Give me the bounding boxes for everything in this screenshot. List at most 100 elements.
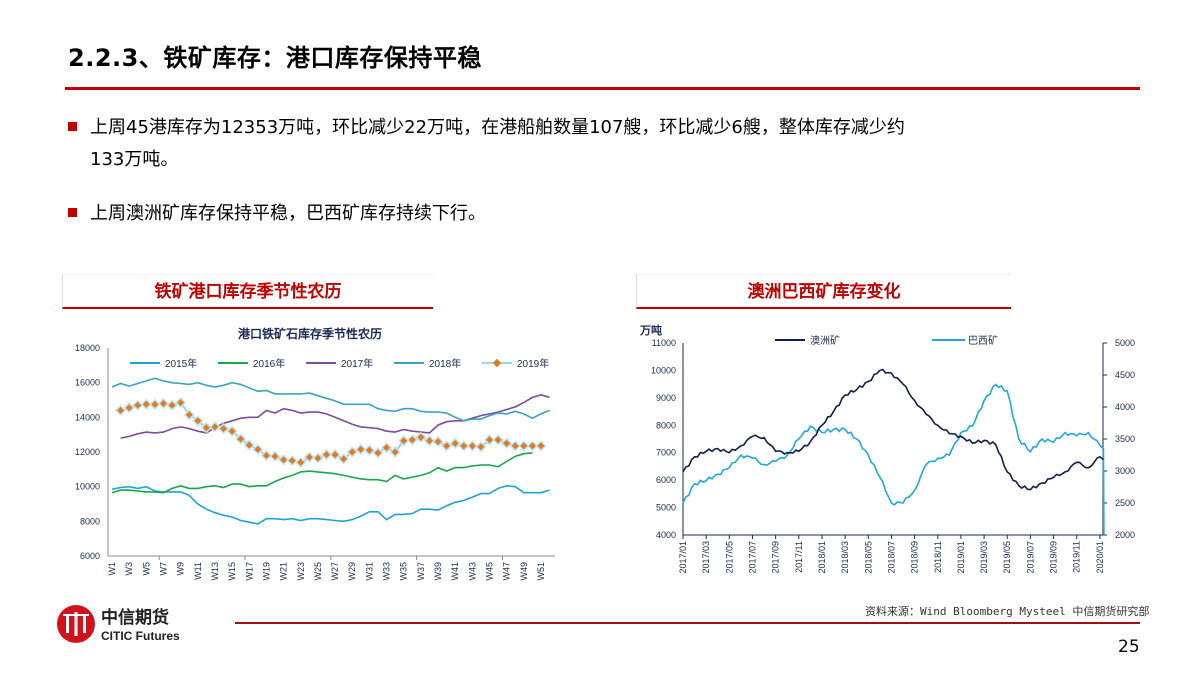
right-y-tick-label: 3000: [1115, 466, 1135, 476]
series-marker-2019: [492, 434, 504, 446]
series-line-2018年: [111, 377, 550, 422]
svg-text:CITIC Futures: CITIC Futures: [101, 629, 180, 643]
y-tick-label: 10000: [75, 482, 100, 492]
seasonal-inventory-chart: 港口铁矿石库存季节性农历 6000 8000 10000 12000 14000 1600…: [75, 326, 555, 581]
x-tick-label: 2019/07: [1025, 541, 1035, 574]
source-note: 资料来源：Wind Bloomberg Mysteel 中信期货研究部: [865, 605, 1150, 618]
bullet-2: 上周澳洲矿库存保持平稳，巴西矿库存持续下行。: [68, 198, 1148, 230]
series-marker-2019: [286, 455, 298, 467]
x-tick-label: W39: [433, 562, 443, 581]
legend-label-brazil: 巴西矿: [968, 334, 998, 347]
series-marker-2019: [466, 440, 478, 452]
x-tick-label: W23: [296, 562, 306, 581]
right-y-tick-label: 4000: [1115, 402, 1135, 412]
x-tick-label: W47: [502, 562, 512, 581]
series-marker-2019: [149, 398, 161, 410]
x-tick-label: W5: [141, 562, 151, 576]
x-tick-label: W33: [382, 562, 392, 581]
series-marker-2019: [140, 398, 152, 410]
x-tick-label: W29: [347, 562, 357, 581]
bullet-square-icon: [68, 207, 77, 217]
x-tick-label: W49: [519, 562, 529, 581]
aus-brazil-inventory-chart: 万吨 4000 5000 6000 7000 8000 9000 10000 11000 200…: [639, 323, 1135, 574]
series-marker-2019: [132, 399, 144, 411]
series-marker-2019: [535, 440, 547, 452]
series-marker-2019: [338, 453, 350, 465]
left-y-tick-label: 8000: [656, 420, 676, 430]
left-panel-title: 铁矿港口库存季节性农历: [62, 274, 433, 309]
bullet-1-continuation: 133万吨。: [90, 149, 179, 170]
x-tick-label: 2018/03: [840, 541, 850, 574]
series-marker-2019: [372, 447, 384, 459]
series-marker-2019: [441, 440, 453, 452]
series-marker-2019: [192, 415, 204, 427]
legend-label: 2016年: [253, 357, 285, 370]
x-tick-label: W17: [244, 562, 254, 581]
series-marker-2019: [278, 454, 290, 466]
legend-label-australia: 澳洲矿: [810, 334, 840, 347]
series-marker-2019: [380, 442, 393, 454]
right-y-tick-label: 3500: [1115, 434, 1135, 444]
series-marker-2019: [114, 404, 127, 416]
series-marker-2019: [526, 440, 539, 452]
series-marker-2019: [406, 434, 418, 446]
x-tick-label: W37: [416, 562, 426, 581]
right-panel-title: 澳洲巴西矿库存变化: [636, 274, 1011, 309]
series-marker-2019: [157, 397, 170, 410]
legend-marker: [492, 358, 502, 368]
svg-text:中信期货: 中信期货: [101, 607, 169, 627]
x-tick-label: 2017/09: [771, 541, 781, 574]
left-y-tick-label: 10000: [651, 365, 676, 375]
x-tick-label: 2017/05: [724, 541, 734, 574]
series-marker-2019: [363, 444, 375, 456]
series-marker-2019: [312, 452, 324, 464]
series-marker-2019: [175, 397, 187, 409]
left-y-tick-label: 7000: [656, 448, 676, 458]
title-divider: [65, 87, 1140, 90]
series-marker-2019: [509, 440, 521, 452]
x-tick-label: W13: [210, 562, 220, 581]
page-number: 25: [1118, 637, 1140, 657]
series-marker-2019: [458, 440, 470, 452]
series-marker-2019: [423, 435, 436, 447]
bullet-2-text: 上周澳洲矿库存保持平稳，巴西矿库存持续下行。: [90, 203, 486, 224]
y-tick-label: 8000: [80, 516, 100, 526]
series-marker-2019: [329, 449, 341, 461]
bullet-1: 上周45港库存为12353万吨，环比减少22万吨，在港船舶数量107艘，环比减少…: [68, 112, 1148, 176]
series-marker-2019: [398, 435, 410, 447]
x-tick-label: W27: [330, 562, 340, 581]
series-marker-2019: [432, 436, 444, 448]
x-tick-label: W43: [467, 562, 477, 581]
series-marker-2019: [295, 456, 307, 468]
right-y-tick-label: 2500: [1115, 498, 1135, 508]
right-y-tick-label: 2000: [1115, 530, 1135, 540]
citic-logo: 中信期货 CITIC Futures: [55, 603, 195, 649]
legend-label: 2018年: [429, 357, 461, 370]
legend-label: 2019年: [517, 357, 549, 370]
y-tick-label: 12000: [75, 447, 100, 457]
x-tick-label: W11: [193, 562, 203, 580]
series-marker-2019: [260, 449, 273, 462]
series-marker-2019: [200, 422, 212, 434]
right-y-tick-label: 5000: [1115, 338, 1135, 348]
x-tick-label: 2019/03: [979, 541, 989, 574]
series-marker-2019: [518, 440, 530, 452]
x-tick-label: W3: [124, 562, 134, 576]
legend-label: 2017年: [341, 357, 373, 370]
x-tick-label: 2017/11: [794, 541, 804, 573]
series-marker-2019: [483, 434, 496, 446]
series-marker-2019: [235, 433, 247, 445]
series-marker-2019: [166, 399, 178, 411]
series-marker-2019: [209, 421, 221, 433]
x-tick-label: 2017/01: [678, 541, 688, 574]
x-tick-label: W15: [227, 562, 237, 581]
x-tick-label: W21: [279, 562, 289, 581]
x-tick-label: 2018/01: [817, 541, 827, 574]
y-axis-unit-label: 万吨: [639, 323, 662, 337]
x-tick-label: 2019/01: [956, 541, 966, 574]
x-tick-label: 2018/05: [863, 541, 873, 574]
slide-title: 2.2.3、铁矿库存：港口库存保持平稳: [68, 44, 482, 72]
x-tick-label: W1: [107, 562, 117, 576]
y-tick-label: 14000: [75, 412, 100, 422]
